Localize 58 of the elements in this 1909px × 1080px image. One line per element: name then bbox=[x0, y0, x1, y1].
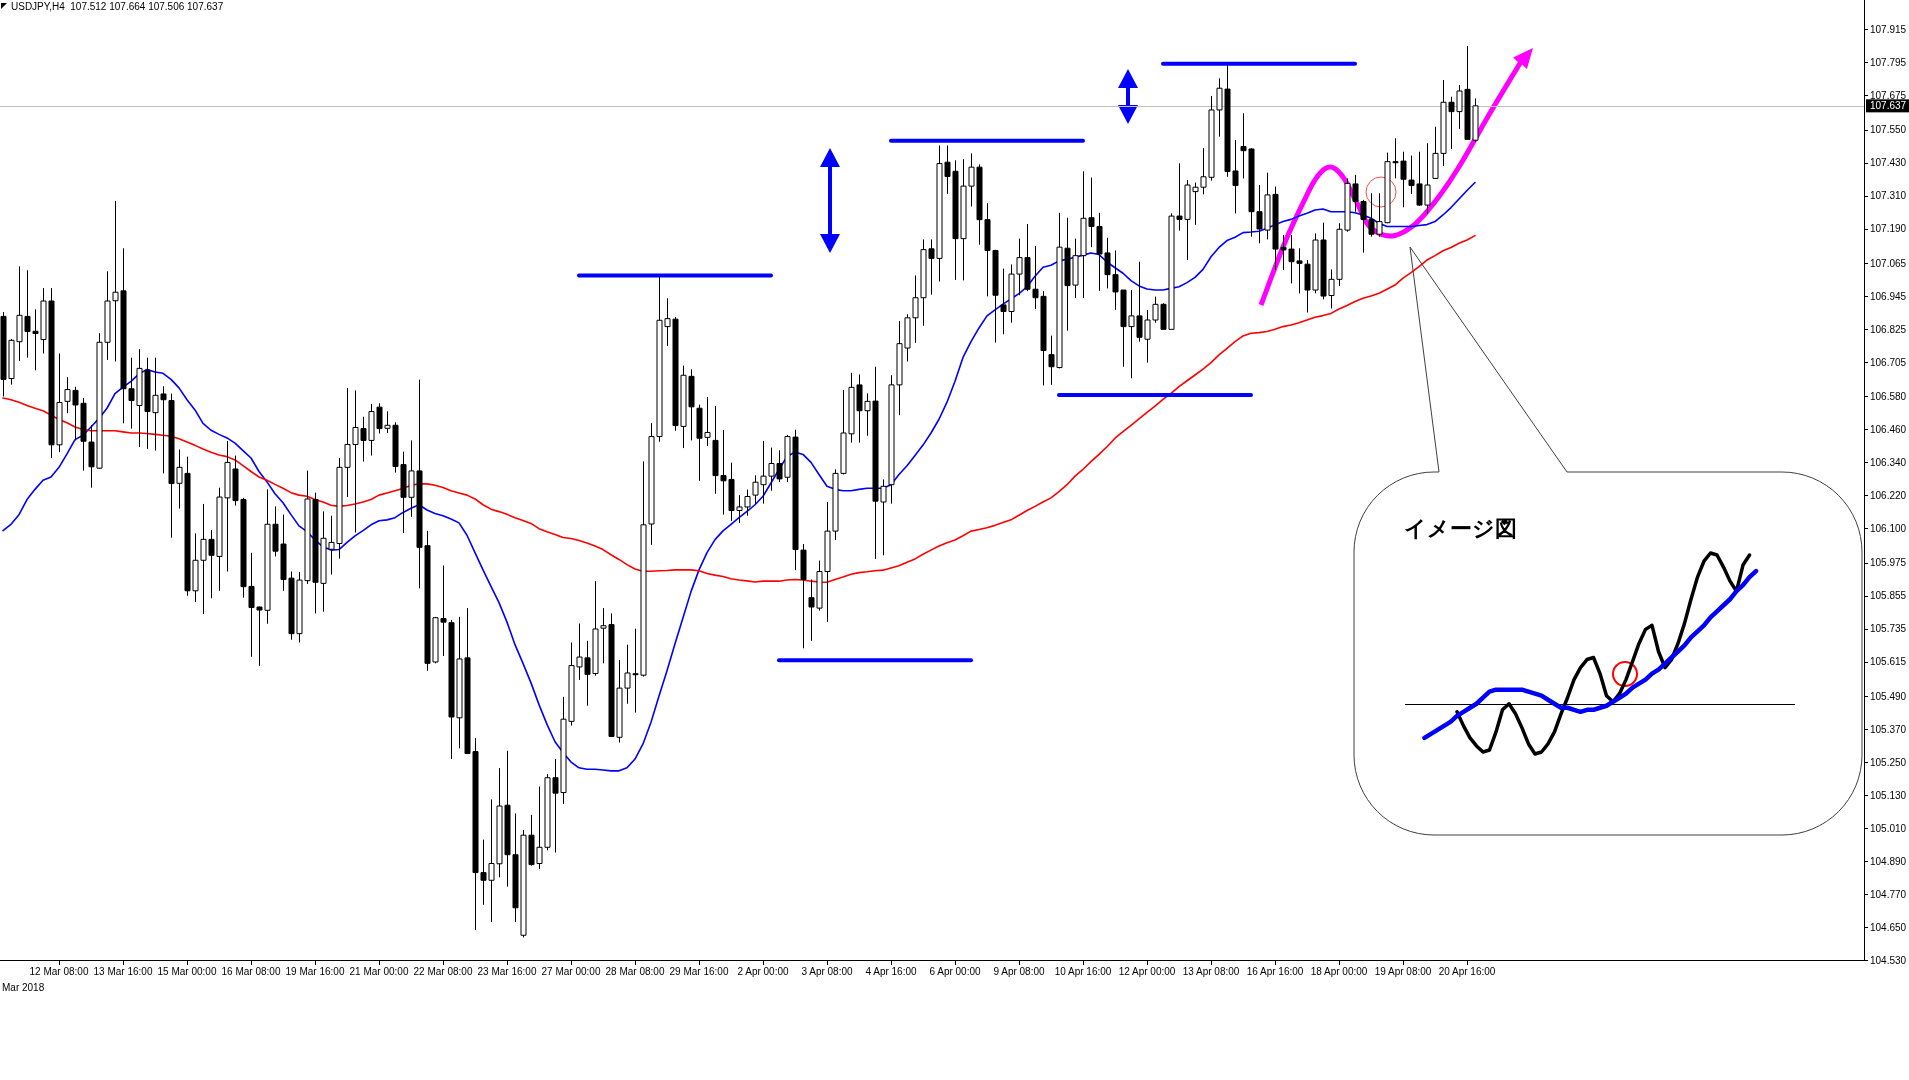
line-series bbox=[2, 234, 1476, 584]
y-tick-label: 107.190 bbox=[1870, 223, 1907, 235]
x-tick-label: 2 Apr 00:00 bbox=[737, 966, 790, 977]
y-tick-label: 105.130 bbox=[1870, 789, 1907, 801]
text: Mar 2018 bbox=[2, 982, 45, 993]
y-tick-label: 107.915 bbox=[1870, 23, 1907, 35]
x-tick-label: 27 Mar 00:00 bbox=[541, 966, 601, 977]
y-tick-label: 106.945 bbox=[1870, 290, 1907, 302]
x-tick-label: 15 Mar 00:00 bbox=[157, 966, 217, 977]
x-tick-label: 22 Mar 08:00 bbox=[413, 966, 473, 977]
x-tick-label: 16 Mar 08:00 bbox=[221, 966, 281, 977]
x-tick-label: 6 Apr 00:00 bbox=[929, 966, 982, 977]
x-tick-label: 28 Mar 08:00 bbox=[605, 966, 665, 977]
y-tick-label: 105.615 bbox=[1870, 656, 1907, 668]
y-tick-label: 107.795 bbox=[1870, 56, 1907, 68]
x-tick-label: 16 Apr 16:00 bbox=[1246, 966, 1304, 977]
y-tick-label: 106.460 bbox=[1870, 423, 1907, 435]
y-tick-label: 105.735 bbox=[1870, 623, 1907, 635]
y-tick-label: 104.890 bbox=[1870, 855, 1907, 867]
x-tick-label: 9 Apr 08:00 bbox=[993, 966, 1046, 977]
x-tick-label: 12 Apr 00:00 bbox=[1118, 966, 1176, 977]
y-tick-label: 105.370 bbox=[1870, 723, 1907, 735]
y-tick-label: 105.490 bbox=[1870, 690, 1907, 702]
x-tick-label: 12 Mar 08:00 bbox=[29, 966, 89, 977]
y-tick-label: 104.650 bbox=[1870, 921, 1907, 933]
x-tick-label: 18 Apr 00:00 bbox=[1310, 966, 1368, 977]
y-tick-label: 107.310 bbox=[1870, 190, 1907, 202]
y-tick-label: 107.675 bbox=[1870, 89, 1907, 101]
y-tick-label: 104.530 bbox=[1870, 954, 1907, 966]
y-tick-label: 105.010 bbox=[1870, 822, 1907, 834]
x-tick-label: 19 Apr 08:00 bbox=[1374, 966, 1432, 977]
y-tick-label: 106.580 bbox=[1870, 390, 1907, 402]
y-tick-label: 105.250 bbox=[1870, 756, 1907, 768]
ref-line-label: 107.637 bbox=[1870, 100, 1907, 112]
y-tick-label: 106.220 bbox=[1870, 489, 1907, 501]
y-tick-label: 106.705 bbox=[1870, 356, 1907, 368]
y-tick-label: 107.065 bbox=[1870, 257, 1907, 269]
y-tick-label: 106.100 bbox=[1870, 522, 1907, 534]
x-tick-label: 3 Apr 08:00 bbox=[801, 966, 854, 977]
y-tick-label: 107.430 bbox=[1870, 157, 1907, 169]
y-tick-label: 104.770 bbox=[1870, 888, 1907, 900]
x-tick-label: 19 Mar 16:00 bbox=[285, 966, 345, 977]
x-tick-label: 20 Apr 16:00 bbox=[1438, 966, 1496, 977]
x-tick-label: 4 Apr 16:00 bbox=[865, 966, 918, 977]
line-series bbox=[2, 181, 1476, 772]
x-tick-label: 10 Apr 16:00 bbox=[1054, 966, 1112, 977]
y-tick-label: 106.825 bbox=[1870, 323, 1907, 335]
chart-title: イメージ図 bbox=[1404, 516, 1517, 541]
y-tick-label: 105.975 bbox=[1870, 557, 1907, 569]
x-tick-label: 13 Mar 16:00 bbox=[93, 966, 153, 977]
x-tick-label: 21 Mar 00:00 bbox=[349, 966, 409, 977]
x-tick-label: 29 Mar 16:00 bbox=[669, 966, 729, 977]
y-tick-label: 105.855 bbox=[1870, 590, 1907, 602]
chart-title: USDJPY,H4 107.512 107.664 107.506 107.637 bbox=[11, 1, 224, 12]
y-tick-label: 106.340 bbox=[1870, 456, 1907, 468]
x-tick-label: 23 Mar 16:00 bbox=[477, 966, 537, 977]
y-tick-label: 107.550 bbox=[1870, 124, 1907, 136]
x-tick-label: 13 Apr 08:00 bbox=[1182, 966, 1240, 977]
